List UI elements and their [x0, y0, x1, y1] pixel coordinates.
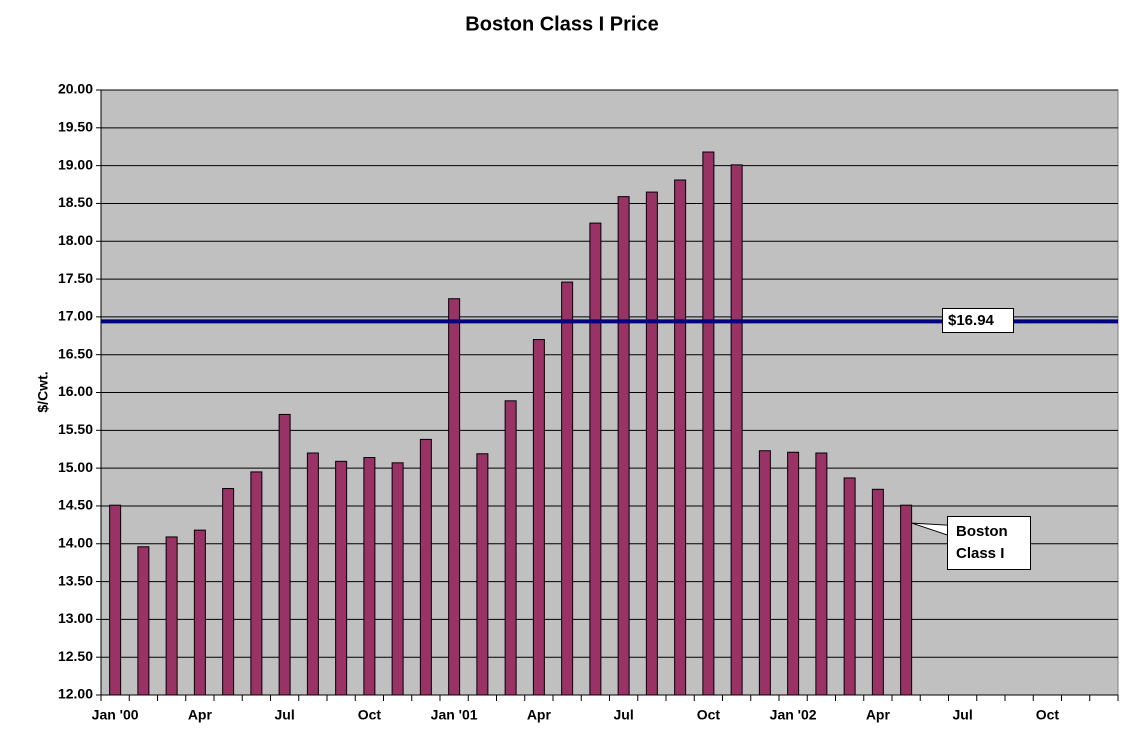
x-tick-label: Jul: [953, 707, 973, 723]
x-tick-label: Apr: [866, 707, 891, 723]
bar: [589, 222, 602, 696]
bar: [306, 452, 319, 696]
y-tick-label: 14.00: [58, 534, 93, 550]
bar: [137, 546, 150, 696]
y-tick-label: 13.50: [58, 572, 93, 588]
bar: [193, 529, 206, 696]
y-tick-label: 16.50: [58, 345, 93, 361]
y-tick-label: 18.50: [58, 194, 93, 210]
bar: [165, 536, 178, 696]
bar: [702, 151, 715, 696]
bar: [363, 457, 376, 696]
y-tick-label: 16.00: [58, 383, 93, 399]
x-tick-label: Apr: [527, 707, 552, 723]
x-tick-label: Jan '00: [92, 707, 139, 723]
bar: [674, 179, 687, 696]
x-tick-label: Apr: [188, 707, 213, 723]
x-tick-label: Oct: [358, 707, 382, 723]
y-tick-label: 17.50: [58, 270, 93, 286]
y-tick-label: 17.00: [58, 308, 93, 324]
reference-label: $16.94: [942, 308, 1014, 334]
x-tick-label: Jan '02: [770, 707, 817, 723]
series-callout: Boston Class I: [947, 516, 1031, 570]
x-tick-label: Jan '01: [431, 707, 478, 723]
y-tick-label: 12.00: [58, 686, 93, 702]
chart-title: Boston Class I Price: [465, 13, 658, 35]
bar: [871, 488, 884, 696]
y-tick-label: 14.50: [58, 497, 93, 513]
y-axis-label: $/Cwt.: [35, 371, 51, 412]
y-tick-label: 12.50: [58, 648, 93, 664]
bar: [561, 281, 574, 696]
bar: [730, 164, 743, 696]
x-tick-label: Jul: [275, 707, 295, 723]
bar: [278, 413, 291, 696]
x-tick-label: Oct: [697, 707, 721, 723]
bar: [617, 196, 630, 696]
y-tick-label: 19.50: [58, 119, 93, 135]
bar: [222, 488, 235, 696]
y-tick-label: 18.00: [58, 232, 93, 248]
bar: [391, 462, 404, 696]
x-tick-label: Jul: [614, 707, 634, 723]
bar: [109, 504, 122, 696]
bar: [815, 452, 828, 696]
y-tick-label: 15.50: [58, 421, 93, 437]
bar: [787, 451, 800, 696]
bar: [504, 400, 517, 696]
bar: [250, 471, 263, 696]
bar: [758, 450, 771, 696]
bar: [900, 504, 913, 696]
x-tick-label: Oct: [1036, 707, 1060, 723]
bar: [448, 298, 461, 696]
bar: [645, 191, 658, 696]
bar: [335, 460, 348, 696]
y-tick-label: 19.00: [58, 156, 93, 172]
y-tick-label: 20.00: [58, 81, 93, 97]
bar: [419, 438, 432, 696]
bar: [843, 477, 856, 696]
bar: [532, 339, 545, 696]
y-tick-label: 15.00: [58, 459, 93, 475]
bar: [476, 453, 489, 696]
y-tick-label: 13.00: [58, 610, 93, 626]
